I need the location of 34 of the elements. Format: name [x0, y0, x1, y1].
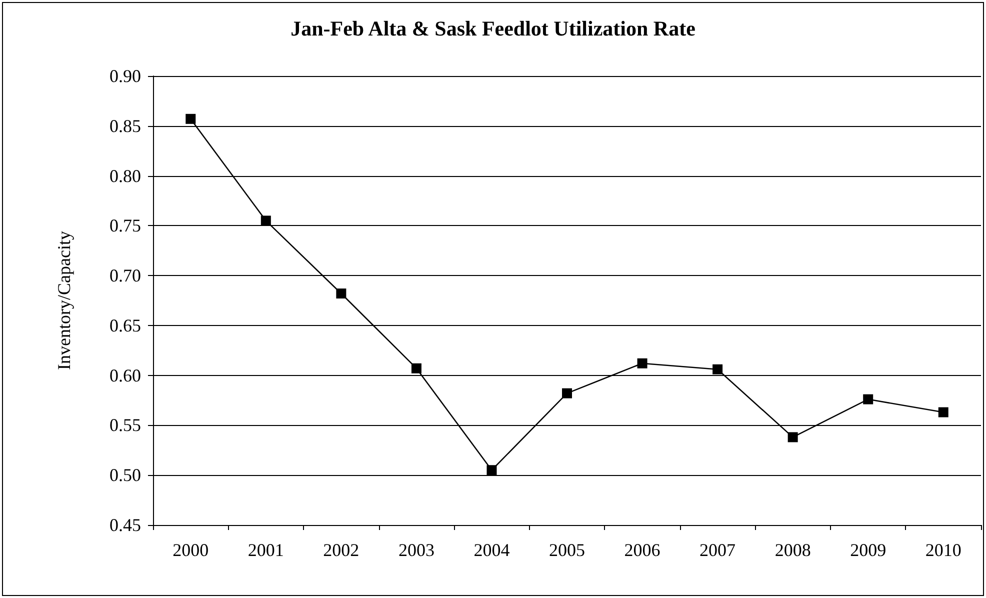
y-tick-label: 0.50: [110, 465, 141, 486]
x-tick-label: 2010: [925, 540, 962, 560]
point: [186, 114, 196, 124]
x-tick-label: 2005: [549, 540, 585, 560]
x-tick-label: 2003: [398, 540, 434, 560]
chart-title: Jan-Feb Alta & Sask Feedlot Utilization Rate: [290, 16, 696, 40]
y-tick-label: 0.60: [110, 365, 141, 386]
y-tick-label: 0.80: [110, 166, 141, 186]
y-tick-label: 0.70: [110, 266, 141, 286]
point: [411, 363, 422, 374]
y-tick-label: 0.85: [110, 116, 141, 136]
x-tick-label: 2008: [774, 540, 811, 560]
point: [486, 465, 497, 476]
point: [336, 288, 346, 299]
y-tick-label: 0.75: [110, 216, 141, 236]
x-tick-label: 2007: [700, 540, 736, 560]
point: [938, 407, 948, 418]
y-tick-label: 0.90: [110, 66, 141, 86]
y-tick-label: 0.45: [110, 515, 141, 535]
x-tick-label: 2009: [850, 540, 886, 560]
y-tick-label: 0.55: [110, 415, 141, 436]
y-tick-label: 0.65: [110, 315, 141, 336]
point: [863, 394, 874, 404]
x-tick-label: 2001: [248, 540, 284, 560]
x-tick-label: 2000: [172, 540, 209, 560]
point: [788, 432, 798, 442]
y-axis-title: Inventory/Capacity: [54, 231, 74, 370]
x-tick-label: 2002: [323, 540, 360, 560]
point: [562, 388, 572, 398]
point: [637, 358, 648, 368]
point: [260, 216, 271, 226]
x-tick-label: 2004: [474, 540, 510, 560]
point: [712, 364, 723, 374]
x-tick-label: 2006: [624, 540, 660, 560]
